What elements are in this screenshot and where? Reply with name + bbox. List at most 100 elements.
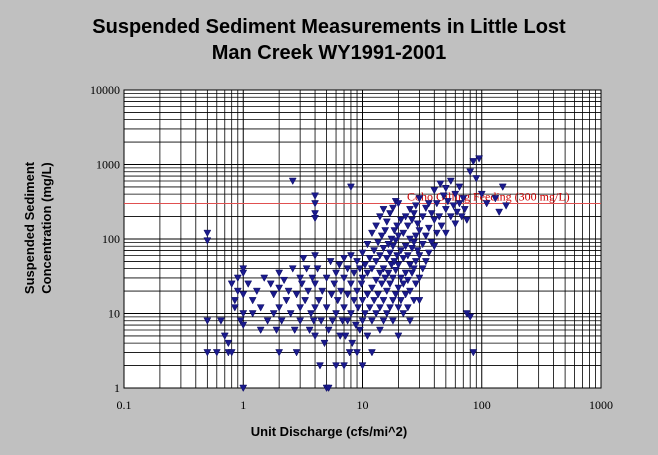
data-point	[368, 229, 376, 238]
data-point	[406, 206, 414, 214]
data-point	[477, 190, 486, 199]
data-point	[399, 229, 408, 238]
x-tick-label: 10	[357, 398, 369, 412]
data-point	[460, 206, 469, 214]
x-tick-label: 1000	[589, 398, 613, 412]
data-point	[296, 304, 305, 312]
data-point	[374, 239, 382, 247]
data-point	[462, 216, 471, 225]
data-point	[379, 206, 388, 214]
data-point	[376, 326, 384, 335]
data-point	[432, 200, 441, 208]
data-point	[418, 265, 427, 273]
data-point	[406, 261, 414, 269]
data-point	[469, 158, 478, 166]
x-tick-label: 1	[240, 398, 246, 412]
data-point	[316, 362, 324, 370]
data-point	[314, 297, 323, 305]
data-point	[443, 198, 452, 206]
data-point	[408, 216, 416, 225]
data-point	[239, 265, 248, 273]
data-point	[305, 326, 314, 335]
data-point	[353, 258, 361, 266]
data-point	[239, 310, 248, 318]
data-point	[455, 200, 464, 208]
data-point	[248, 310, 257, 318]
data-point	[427, 210, 436, 218]
data-point	[379, 245, 388, 253]
data-point	[391, 237, 400, 245]
plot-border	[123, 89, 602, 389]
data-point	[439, 192, 448, 200]
data-point	[411, 258, 420, 266]
data-point	[410, 297, 418, 305]
y-tick-label: 1	[114, 381, 120, 395]
data-point	[357, 280, 366, 288]
data-point	[381, 227, 390, 235]
data-point	[453, 208, 461, 217]
data-point	[401, 269, 410, 277]
data-point	[415, 227, 424, 235]
data-point	[372, 258, 381, 266]
data-point	[203, 229, 212, 238]
data-point	[376, 304, 384, 312]
data-point	[418, 241, 427, 249]
data-point	[397, 216, 405, 225]
data-point	[399, 255, 408, 263]
data-point	[374, 291, 382, 299]
data-point	[252, 287, 261, 296]
data-point	[379, 265, 388, 273]
data-point	[372, 276, 381, 285]
data-point	[347, 252, 355, 260]
data-point	[212, 349, 221, 357]
data-point	[403, 222, 412, 230]
data-point	[391, 291, 400, 299]
data-point	[296, 317, 305, 325]
data-point	[351, 321, 360, 330]
data-point	[239, 291, 248, 299]
data-point	[411, 280, 420, 288]
data-point	[390, 227, 399, 235]
data-point	[421, 204, 430, 213]
data-point	[233, 274, 242, 282]
data-point	[382, 310, 391, 318]
data-point	[307, 310, 315, 318]
data-point	[451, 190, 460, 199]
data-point	[350, 297, 359, 305]
data-point	[469, 349, 478, 357]
data-point	[376, 269, 384, 277]
data-point	[370, 247, 378, 255]
data-point	[403, 304, 412, 312]
data-point	[280, 276, 289, 285]
data-point	[424, 249, 433, 257]
data-point	[386, 210, 394, 218]
data-point	[277, 317, 286, 325]
data-point	[421, 232, 430, 240]
data-point	[311, 200, 319, 208]
data-point	[311, 304, 319, 312]
data-point	[363, 269, 372, 277]
data-point	[292, 291, 301, 299]
data-point	[338, 317, 347, 325]
x-tick-labels: 0.1 1 10 100 1000	[117, 398, 614, 412]
data-point	[391, 267, 400, 275]
data-point	[372, 310, 381, 318]
data-point	[343, 265, 352, 273]
y-tick-label: 10	[108, 307, 120, 321]
data-point	[256, 304, 265, 312]
data-point	[363, 291, 372, 299]
data-point	[358, 297, 367, 305]
data-point	[244, 280, 253, 288]
data-point	[411, 232, 420, 240]
data-point	[286, 310, 295, 318]
data-point	[288, 265, 297, 273]
y-tick-label: 1000	[96, 158, 120, 172]
data-point	[482, 200, 491, 208]
x-tick-label: 0.1	[117, 398, 132, 412]
data-point	[415, 252, 424, 260]
data-point	[292, 349, 301, 357]
data-point	[332, 310, 340, 318]
data-point	[399, 280, 408, 288]
data-point	[301, 297, 310, 305]
chart-title: Suspended Sediment Measurements in Littl…	[0, 14, 658, 66]
